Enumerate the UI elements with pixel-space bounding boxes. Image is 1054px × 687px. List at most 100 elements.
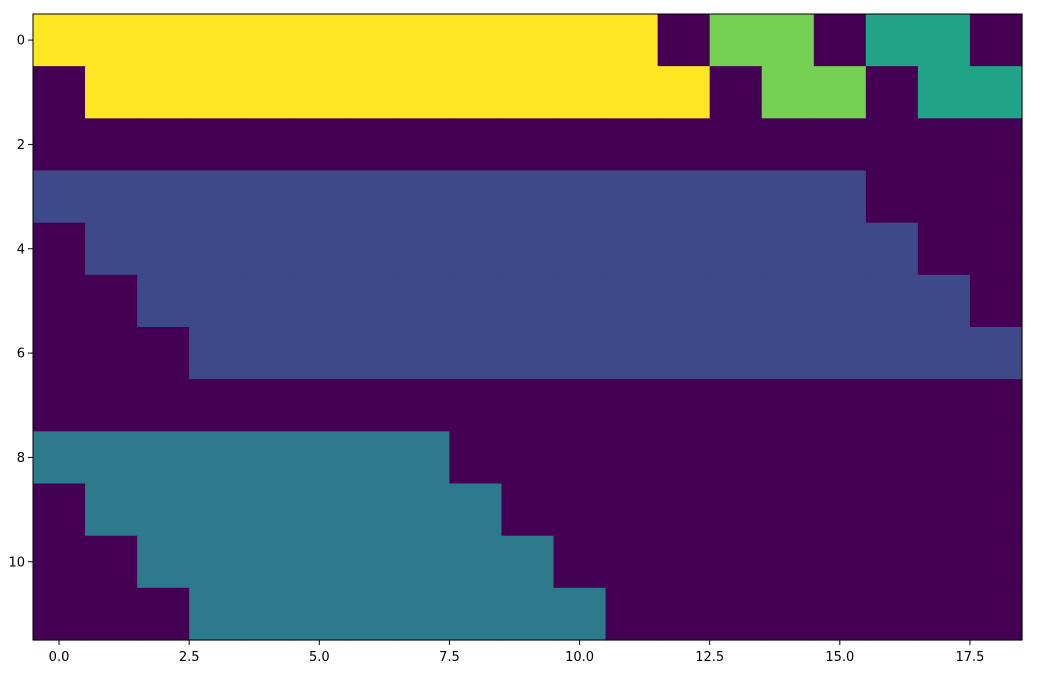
heatmap-cell bbox=[241, 170, 294, 224]
heatmap-cell bbox=[917, 535, 971, 589]
axes-frame bbox=[32, 13, 1023, 641]
heatmap-cell bbox=[449, 535, 503, 589]
heatmap-cell bbox=[761, 483, 815, 537]
heatmap-cell bbox=[917, 118, 971, 172]
heatmap-cell bbox=[397, 274, 451, 328]
heatmap-cell bbox=[33, 535, 86, 589]
heatmap-cell bbox=[657, 222, 711, 276]
heatmap-cell bbox=[293, 379, 346, 432]
heatmap-cell bbox=[33, 587, 86, 641]
heatmap-cell bbox=[657, 587, 711, 641]
heatmap-cell bbox=[345, 222, 398, 276]
heatmap-cell bbox=[85, 222, 138, 276]
heatmap-cell bbox=[33, 170, 86, 224]
heatmap-cell bbox=[85, 274, 138, 328]
heatmap-cell bbox=[813, 222, 867, 276]
heatmap-cell bbox=[137, 222, 190, 276]
heatmap-cell bbox=[449, 587, 503, 641]
heatmap-cell bbox=[761, 170, 815, 224]
heatmap-cell bbox=[345, 535, 398, 589]
heatmap-cell bbox=[189, 222, 242, 276]
heatmap-cell bbox=[865, 14, 919, 67]
heatmap-cell bbox=[553, 14, 607, 67]
heatmap-cell bbox=[241, 274, 294, 328]
heatmap-cell bbox=[709, 431, 763, 485]
heatmap-cell bbox=[657, 170, 711, 224]
heatmap-cell bbox=[605, 118, 659, 172]
heatmap-cell bbox=[865, 327, 919, 380]
heatmap-cell bbox=[33, 379, 86, 432]
heatmap-cell bbox=[969, 66, 1023, 119]
heatmap-cell bbox=[865, 274, 919, 328]
heatmap-cell bbox=[33, 483, 86, 537]
heatmap-cell bbox=[761, 587, 815, 641]
heatmap-cell bbox=[969, 587, 1023, 641]
heatmap-cell bbox=[33, 118, 86, 172]
heatmap-cell bbox=[657, 379, 711, 432]
heatmap-cell bbox=[345, 170, 398, 224]
heatmap-cell bbox=[605, 483, 659, 537]
heatmap-cell bbox=[657, 66, 711, 119]
heatmap-cell bbox=[501, 431, 555, 485]
heatmap-cell bbox=[137, 327, 190, 380]
heatmap-cell bbox=[33, 431, 86, 485]
heatmap-cell bbox=[761, 431, 815, 485]
heatmap-cell bbox=[813, 170, 867, 224]
heatmap-cell bbox=[293, 14, 346, 67]
heatmap-cell bbox=[137, 66, 190, 119]
heatmap-cell bbox=[657, 327, 711, 380]
heatmap-cell bbox=[397, 587, 451, 641]
heatmap-cell bbox=[189, 483, 242, 537]
heatmap-cell bbox=[293, 66, 346, 119]
heatmap-cell bbox=[189, 431, 242, 485]
x-axis: 0.0 2.5 5.0 7.5 10.0 12.5 15.0 17.5 bbox=[49, 640, 984, 665]
x-tick-label: 7.5 bbox=[439, 650, 460, 665]
heatmap-cell bbox=[969, 14, 1023, 67]
heatmap-cell bbox=[553, 274, 607, 328]
heatmap-cell bbox=[189, 587, 242, 641]
heatmap-cell bbox=[241, 118, 294, 172]
heatmap-cell bbox=[709, 379, 763, 432]
heatmap-cell bbox=[917, 379, 971, 432]
heatmap-cell bbox=[553, 535, 607, 589]
heatmap-cell bbox=[969, 327, 1023, 380]
heatmap-cell bbox=[709, 587, 763, 641]
heatmap-cell bbox=[85, 118, 138, 172]
heatmap-cell bbox=[241, 379, 294, 432]
heatmap-cell bbox=[85, 379, 138, 432]
heatmap-cell bbox=[761, 327, 815, 380]
heatmap-cell bbox=[813, 118, 867, 172]
heatmap-cell bbox=[85, 483, 138, 537]
heatmap-cell bbox=[293, 587, 346, 641]
heatmap-cell bbox=[813, 587, 867, 641]
heatmap-cell bbox=[813, 379, 867, 432]
heatmap-cell bbox=[397, 118, 451, 172]
heatmap-cell bbox=[553, 379, 607, 432]
heatmap-cell bbox=[33, 222, 86, 276]
heatmap-cell bbox=[501, 222, 555, 276]
heatmap-cell bbox=[865, 431, 919, 485]
heatmap-cell bbox=[501, 118, 555, 172]
heatmap-cell bbox=[397, 170, 451, 224]
heatmap-cell bbox=[189, 327, 242, 380]
heatmap-cell bbox=[553, 587, 607, 641]
heatmap-cell bbox=[397, 222, 451, 276]
heatmap-cell bbox=[449, 118, 503, 172]
heatmap-cell bbox=[293, 327, 346, 380]
heatmap-cell bbox=[449, 379, 503, 432]
heatmap-cell bbox=[189, 535, 242, 589]
heatmap-cell bbox=[293, 274, 346, 328]
heatmap-cell bbox=[397, 14, 451, 67]
heatmap-cell bbox=[449, 170, 503, 224]
heatmap-cell bbox=[85, 587, 138, 641]
heatmap-cell bbox=[189, 379, 242, 432]
heatmap-cell bbox=[345, 274, 398, 328]
heatmap-cell bbox=[137, 170, 190, 224]
heatmap-cell bbox=[293, 535, 346, 589]
heatmap-cell bbox=[657, 274, 711, 328]
heatmap-cell bbox=[605, 431, 659, 485]
heatmap-cell bbox=[813, 274, 867, 328]
y-tick-label: 4 bbox=[17, 242, 25, 257]
